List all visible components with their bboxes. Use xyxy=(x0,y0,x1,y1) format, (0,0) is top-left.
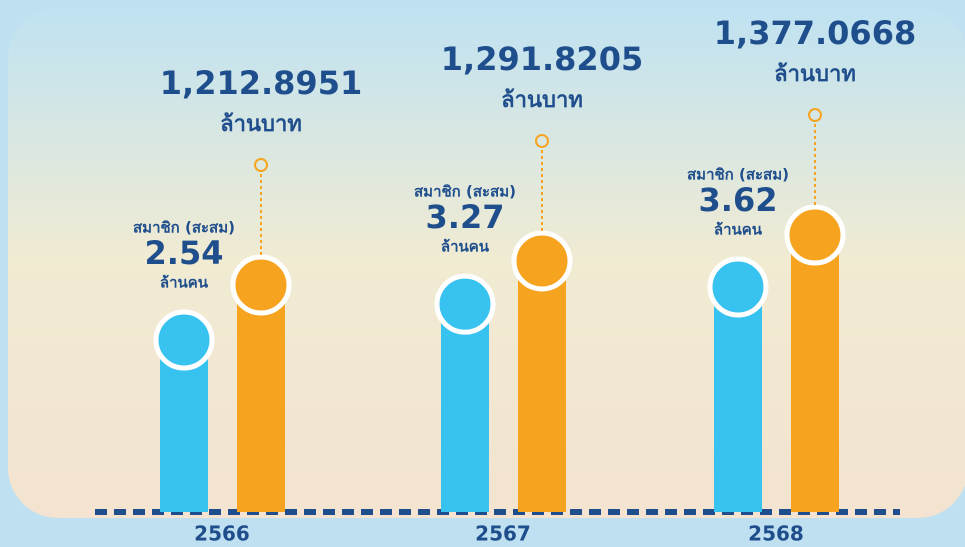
bar xyxy=(237,285,285,512)
value-label: 1,377.0668 xyxy=(714,14,916,52)
bar-cap xyxy=(230,254,292,316)
leader-dot xyxy=(808,108,822,122)
bar-cap xyxy=(153,309,215,371)
x-tick-label: 2568 xyxy=(748,522,804,546)
unit-label: ล้านบาท xyxy=(501,88,583,113)
value-label: 2.54 xyxy=(145,234,224,272)
bar-cap xyxy=(784,204,846,266)
bar-cap xyxy=(707,256,769,318)
unit-label: ล้านคน xyxy=(714,221,763,239)
value-label: 1,291.8205 xyxy=(441,40,643,78)
leader-dot xyxy=(254,158,268,172)
bar-cap xyxy=(434,273,496,335)
series-name: สมาชิก (สะสม) xyxy=(687,166,789,184)
x-tick-label: 2567 xyxy=(475,522,531,546)
bar-cap xyxy=(511,230,573,292)
unit-label: ล้านคน xyxy=(160,274,209,292)
value-label: 3.62 xyxy=(699,181,778,219)
value-label: 3.27 xyxy=(426,198,505,236)
unit-label: ล้านคน xyxy=(441,238,490,256)
bar xyxy=(441,304,489,512)
bar xyxy=(518,260,566,512)
series-name: สมาชิก (สะสม) xyxy=(414,183,516,201)
leader-dot xyxy=(535,133,549,148)
unit-label: ล้านบาท xyxy=(774,62,856,87)
bar xyxy=(791,235,839,512)
unit-label: ล้านบาท xyxy=(220,112,302,137)
series-name: สมาชิก (สะสม) xyxy=(133,219,235,237)
value-label: 1,212.8951 xyxy=(160,64,362,102)
x-tick-label: 2566 xyxy=(194,522,250,546)
bar xyxy=(714,287,762,512)
